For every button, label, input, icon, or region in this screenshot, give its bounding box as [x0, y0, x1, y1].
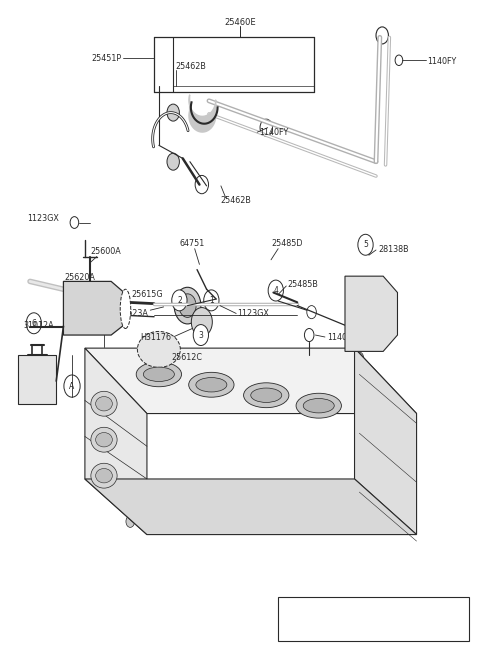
Text: 6: 6: [31, 319, 36, 328]
Circle shape: [403, 522, 411, 534]
Text: 1140FY: 1140FY: [259, 127, 288, 137]
Circle shape: [395, 55, 403, 66]
Text: H31176: H31176: [140, 332, 171, 342]
Circle shape: [133, 396, 142, 407]
Circle shape: [304, 328, 314, 342]
Ellipse shape: [91, 427, 117, 452]
Ellipse shape: [136, 362, 181, 387]
Circle shape: [167, 153, 180, 170]
Text: 28138B: 28138B: [378, 246, 409, 254]
Text: 1140EZ: 1140EZ: [327, 332, 357, 342]
Circle shape: [429, 621, 443, 639]
Circle shape: [70, 217, 79, 229]
Polygon shape: [63, 281, 128, 335]
Circle shape: [403, 417, 411, 429]
Ellipse shape: [96, 432, 112, 447]
Circle shape: [355, 352, 364, 364]
Circle shape: [96, 300, 112, 322]
Circle shape: [174, 287, 201, 324]
Circle shape: [268, 280, 283, 301]
Text: 25615G: 25615G: [131, 290, 163, 299]
Text: 25485B: 25485B: [288, 279, 319, 288]
Polygon shape: [85, 348, 417, 413]
Text: A: A: [70, 382, 75, 390]
Circle shape: [193, 325, 208, 346]
Circle shape: [204, 290, 219, 311]
Ellipse shape: [189, 373, 234, 397]
Ellipse shape: [91, 392, 117, 416]
Polygon shape: [18, 355, 56, 404]
Polygon shape: [85, 348, 147, 535]
Ellipse shape: [303, 399, 334, 413]
Circle shape: [355, 472, 364, 484]
Ellipse shape: [96, 397, 112, 411]
Circle shape: [126, 516, 134, 528]
Circle shape: [26, 313, 41, 334]
Circle shape: [88, 459, 96, 470]
Text: 25462B: 25462B: [176, 62, 206, 72]
Circle shape: [260, 119, 273, 136]
Polygon shape: [85, 479, 417, 535]
Ellipse shape: [91, 463, 117, 488]
Text: 25451P: 25451P: [92, 54, 121, 63]
Text: 25462B: 25462B: [221, 196, 252, 206]
Text: 25485D: 25485D: [271, 239, 302, 248]
Text: 25460E: 25460E: [224, 18, 256, 27]
Circle shape: [172, 290, 187, 311]
Circle shape: [408, 621, 421, 639]
Text: 1: 1: [209, 296, 214, 305]
Ellipse shape: [251, 388, 282, 403]
Text: 64751: 64751: [180, 239, 205, 248]
Polygon shape: [345, 276, 397, 351]
Circle shape: [307, 306, 316, 319]
Circle shape: [192, 307, 212, 336]
Circle shape: [376, 27, 388, 44]
Text: 25620A: 25620A: [65, 273, 96, 282]
Text: ~: ~: [420, 625, 428, 635]
Circle shape: [358, 235, 373, 255]
Text: A: A: [101, 306, 107, 315]
Text: 5: 5: [363, 240, 368, 249]
Text: 4: 4: [273, 286, 278, 295]
Ellipse shape: [196, 378, 227, 392]
Text: 1: 1: [412, 627, 417, 633]
Text: 3: 3: [198, 330, 204, 340]
Text: THE NO. 25610 :: THE NO. 25610 :: [283, 625, 348, 635]
Ellipse shape: [296, 394, 341, 418]
Circle shape: [64, 375, 80, 397]
Text: 31012A: 31012A: [24, 321, 54, 330]
Ellipse shape: [120, 289, 131, 328]
Circle shape: [167, 104, 180, 121]
Text: 2: 2: [177, 296, 182, 305]
Circle shape: [195, 175, 208, 194]
Text: 25600A: 25600A: [90, 247, 121, 256]
Text: 1123GX: 1123GX: [27, 214, 59, 223]
Circle shape: [88, 352, 96, 364]
Circle shape: [179, 294, 196, 317]
Ellipse shape: [144, 367, 174, 382]
Text: 6: 6: [433, 627, 438, 633]
FancyBboxPatch shape: [278, 597, 469, 641]
Ellipse shape: [96, 468, 112, 483]
Polygon shape: [355, 348, 417, 535]
Text: 1123GX: 1123GX: [238, 309, 269, 318]
Ellipse shape: [243, 383, 289, 407]
Text: NOTE: NOTE: [362, 602, 385, 611]
Text: 25612C: 25612C: [171, 353, 202, 363]
Ellipse shape: [137, 331, 180, 367]
Text: 1140FY: 1140FY: [427, 57, 456, 66]
Text: 25623A: 25623A: [118, 309, 148, 318]
